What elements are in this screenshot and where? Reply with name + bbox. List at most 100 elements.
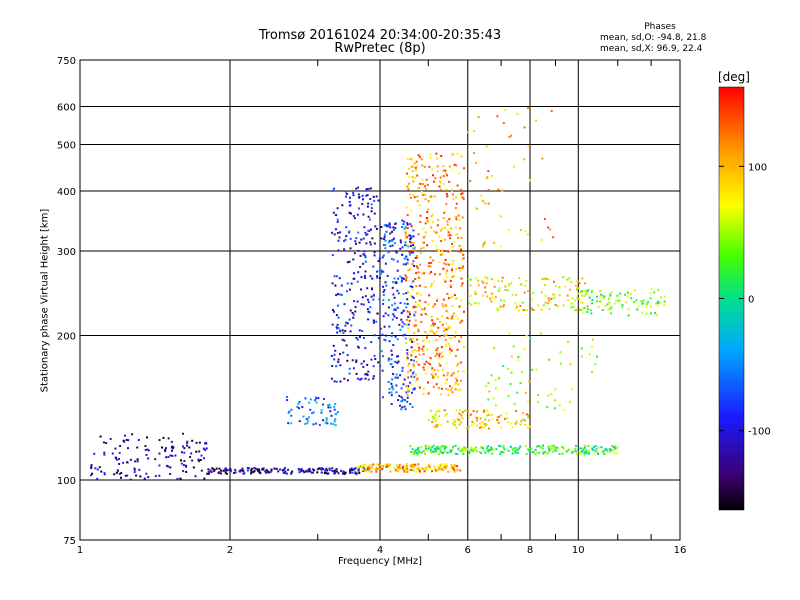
data-point: [437, 465, 440, 468]
data-point: [327, 404, 330, 407]
data-point: [606, 303, 609, 306]
data-point: [393, 302, 396, 305]
data-point: [510, 134, 513, 137]
data-point: [471, 449, 474, 452]
data-point: [524, 392, 527, 395]
data-point: [453, 424, 456, 427]
data-point: [459, 244, 462, 247]
data-point: [424, 372, 427, 375]
data-point: [423, 307, 426, 310]
data-point: [456, 317, 459, 320]
data-point: [547, 394, 550, 397]
data-point: [455, 196, 458, 199]
data-point: [387, 464, 390, 467]
data-point: [343, 339, 346, 342]
data-point: [487, 419, 490, 422]
data-point: [407, 186, 410, 189]
data-point: [345, 344, 348, 347]
data-point: [448, 337, 451, 340]
data-point: [326, 472, 329, 475]
data-point: [349, 470, 352, 473]
data-point: [461, 411, 464, 414]
data-point: [361, 466, 364, 469]
data-point: [564, 285, 567, 288]
data-point: [283, 472, 286, 475]
data-point: [488, 297, 491, 300]
data-point: [435, 152, 438, 155]
data-point: [443, 465, 446, 468]
data-point: [313, 399, 316, 402]
data-point: [355, 187, 358, 190]
data-point: [493, 346, 496, 349]
data-point: [373, 199, 376, 202]
data-point: [136, 446, 139, 449]
data-point: [496, 115, 499, 118]
data-point: [538, 451, 541, 454]
data-point: [556, 446, 559, 449]
data-point: [311, 471, 314, 474]
data-point: [167, 455, 170, 458]
data-point: [400, 396, 403, 399]
data-point: [372, 375, 375, 378]
data-point: [491, 292, 494, 295]
data-point: [536, 445, 539, 448]
data-point: [447, 394, 450, 397]
data-point: [440, 445, 443, 448]
data-point: [415, 360, 418, 363]
data-point: [481, 421, 484, 424]
data-point: [252, 471, 255, 474]
data-point: [436, 446, 439, 449]
data-point: [222, 469, 225, 472]
data-point: [339, 293, 342, 296]
data-point: [426, 210, 429, 213]
data-point: [442, 217, 445, 220]
data-point: [502, 305, 505, 308]
data-point: [536, 451, 539, 454]
data-point: [403, 405, 406, 408]
data-point: [402, 334, 405, 337]
data-point: [405, 172, 408, 175]
data-point: [372, 265, 375, 268]
data-point: [476, 417, 479, 420]
data-point: [510, 422, 513, 425]
data-point: [509, 383, 512, 386]
data-point: [436, 157, 439, 160]
data-point: [353, 467, 356, 470]
data-point: [288, 410, 291, 413]
data-point: [494, 387, 497, 390]
data-point: [445, 188, 448, 191]
data-point: [485, 423, 488, 426]
data-point: [349, 247, 352, 250]
data-point: [418, 204, 421, 207]
data-point: [458, 305, 461, 308]
data-point: [367, 202, 370, 205]
data-point: [509, 445, 512, 448]
data-point: [413, 313, 416, 316]
data-point: [599, 300, 602, 303]
data-point: [496, 416, 499, 419]
data-point: [253, 467, 256, 470]
data-point: [414, 168, 417, 171]
data-point: [424, 185, 427, 188]
data-point: [436, 297, 439, 300]
data-point: [412, 260, 415, 263]
data-point: [411, 465, 414, 468]
data-point: [372, 195, 375, 198]
data-point: [225, 472, 228, 475]
data-point: [525, 279, 528, 282]
data-point: [423, 339, 426, 342]
data-point: [477, 302, 480, 305]
data-point: [532, 292, 535, 295]
data-point: [502, 451, 505, 454]
data-point: [418, 155, 421, 158]
data-point: [315, 397, 318, 400]
data-point: [391, 366, 394, 369]
data-point: [499, 426, 502, 429]
data-point: [399, 241, 402, 244]
data-point: [451, 295, 454, 298]
data-point: [408, 362, 411, 365]
data-point: [400, 280, 403, 283]
data-point: [366, 308, 369, 311]
data-point: [346, 379, 349, 382]
